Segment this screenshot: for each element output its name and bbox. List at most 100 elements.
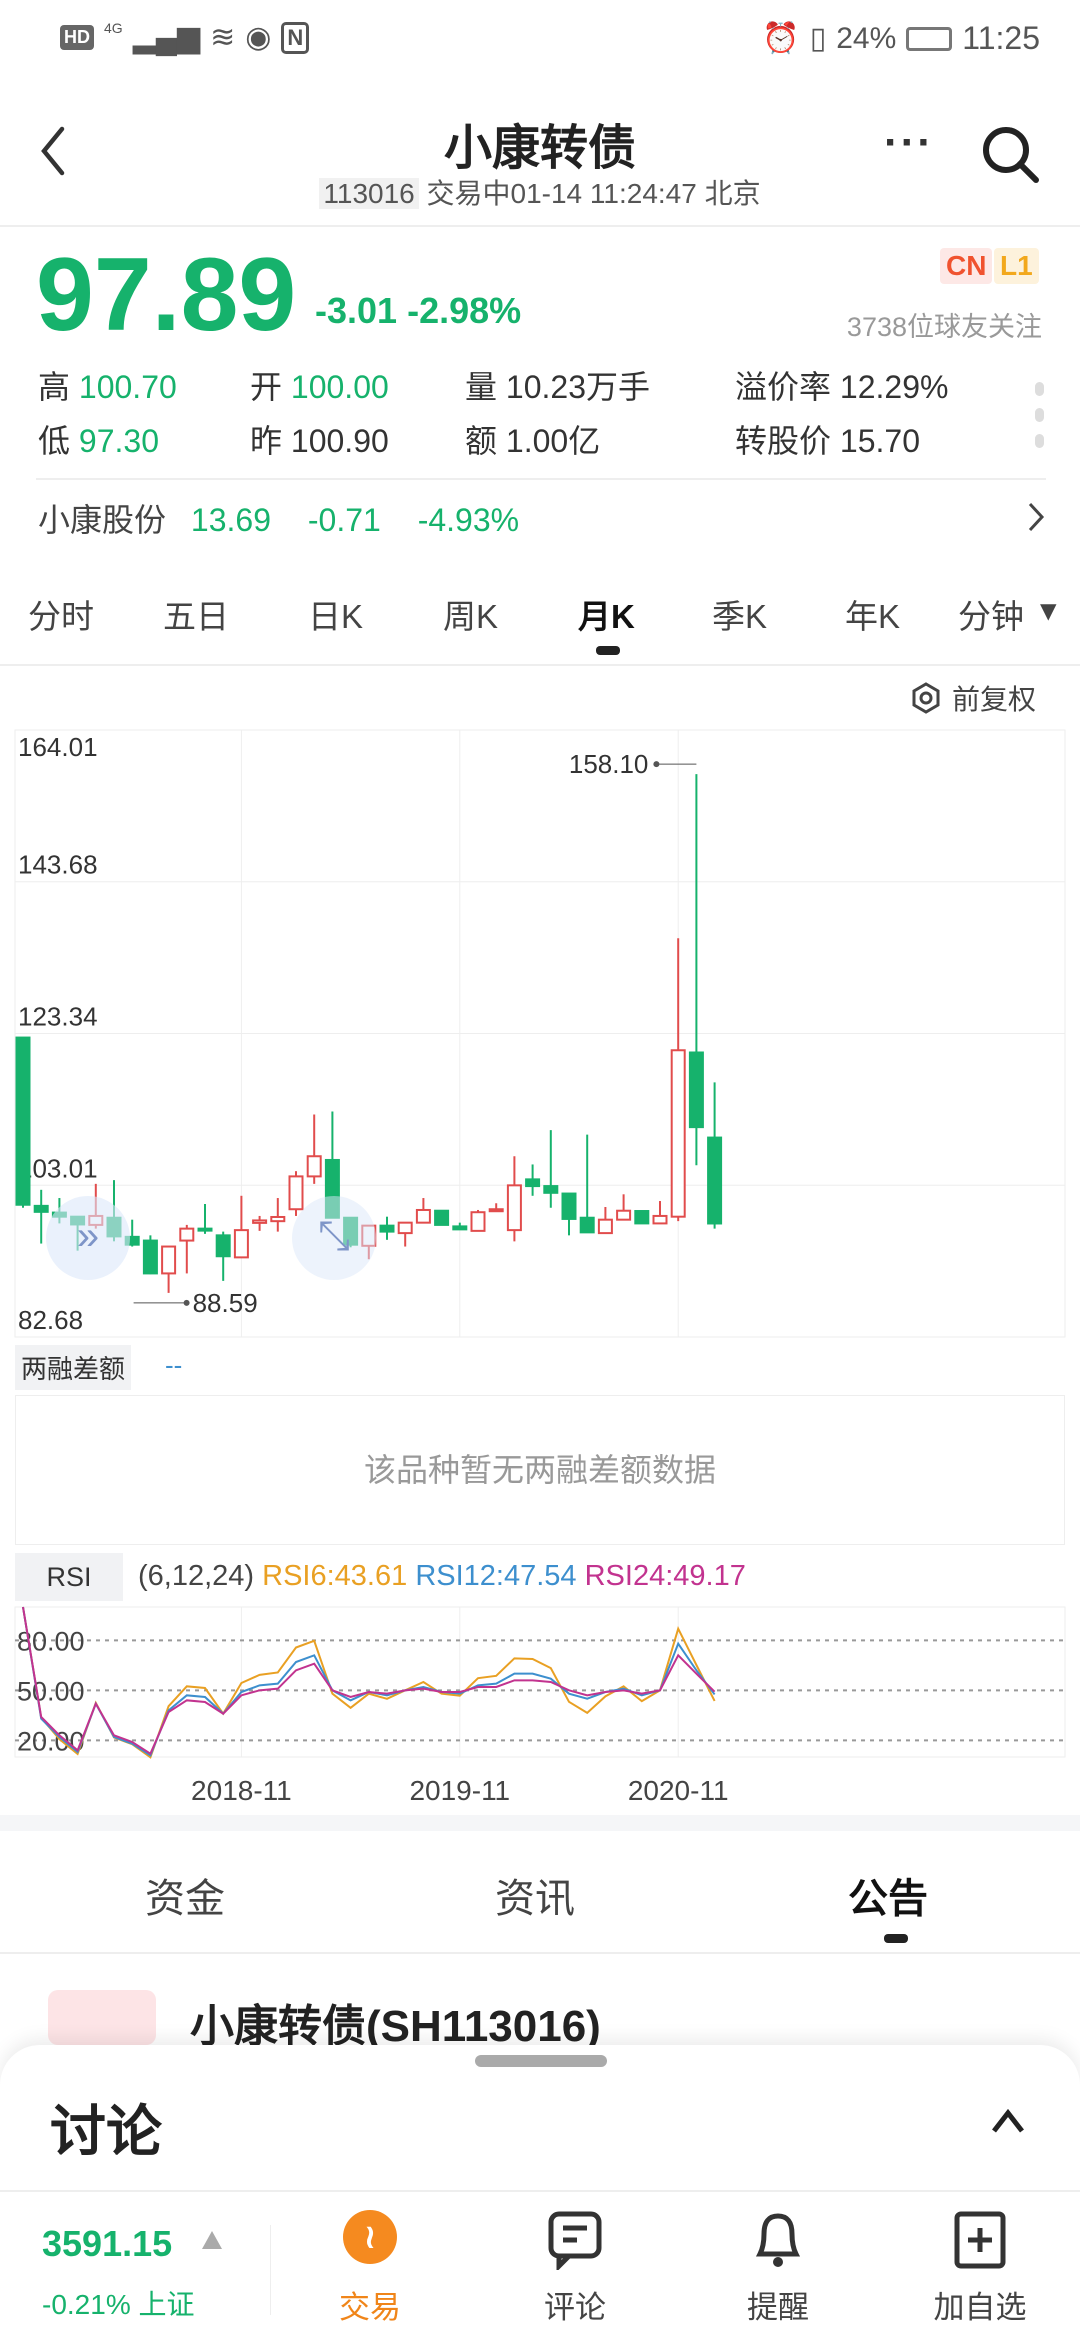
candle-body (543, 1185, 559, 1194)
candle-body (306, 1155, 322, 1178)
rsi-legend: (6,12,24) RSI6:43.61 RSI12:47.54 RSI24:4… (138, 1560, 746, 1593)
candle-body (215, 1234, 231, 1258)
candle-body (488, 1208, 504, 1213)
rsi-line-rsi12 (22, 1606, 716, 1757)
candle (270, 1198, 286, 1232)
x-tick-label: 2018-11 (191, 1775, 292, 1806)
tab-period-4[interactable]: 月K (578, 598, 635, 635)
battery-icon (906, 26, 953, 51)
candle-body (707, 1136, 723, 1225)
comment-icon (548, 2211, 602, 2270)
clock: 11:25 (962, 20, 1040, 56)
candle-body (579, 1216, 595, 1234)
candle-body (470, 1211, 486, 1232)
back-icon[interactable] (38, 125, 68, 177)
candle (33, 1189, 49, 1244)
candle (288, 1171, 304, 1216)
drag-handle[interactable] (475, 2055, 607, 2067)
dropdown-icon[interactable]: ▾ (1040, 591, 1057, 628)
hexagon-settings-icon (912, 682, 940, 714)
candle (452, 1222, 468, 1231)
candle (197, 1204, 213, 1234)
followers-count[interactable]: 3738位球友关注 (846, 312, 1042, 342)
underlying-name: 小康股份 (38, 502, 167, 538)
stat-6: 额 1.00亿 (465, 416, 600, 462)
stat-label: 溢价率 (735, 369, 832, 405)
kline-chart[interactable]: 164.01 143.68 123.34 103.01 82.68 158.10 88.59 (0, 720, 1080, 1350)
announcement-icon (48, 1990, 156, 2045)
tab-period-1[interactable]: 五日 (163, 598, 229, 635)
rsi12-value: RSI12:47.54 (415, 1560, 577, 1592)
more-stats-icon[interactable] (1035, 382, 1044, 448)
x-tick-label: 2019-11 (409, 1775, 510, 1806)
search-icon[interactable] (980, 124, 1042, 186)
cn-badge[interactable]: CN (940, 248, 993, 284)
candle (142, 1235, 158, 1275)
index-change[interactable]: -0.21% 上证 (42, 2283, 195, 2323)
candle (470, 1209, 486, 1232)
candle-body (179, 1227, 195, 1242)
announcement-title[interactable]: 小康转债(SH113016) (190, 2002, 601, 2051)
battery-percent: 24% (836, 21, 897, 55)
l1-badge[interactable]: L1 (994, 248, 1039, 284)
tab-period-3[interactable]: 周K (443, 598, 499, 635)
stat-label: 额 (465, 423, 498, 459)
alert-label: 提醒 (747, 2290, 809, 2325)
chevron-right-icon[interactable] (1026, 500, 1046, 534)
stat-3: 溢价率 12.29% (735, 362, 948, 408)
candle-body (15, 1036, 31, 1206)
stat-1: 开 100.00 (250, 362, 389, 408)
expand-icon[interactable]: ⤡ (292, 1196, 376, 1280)
rsi-label[interactable]: RSI (15, 1553, 123, 1601)
candle (233, 1195, 249, 1259)
nfc-icon: N (281, 21, 310, 54)
stat-label: 转股价 (735, 423, 832, 459)
candle-body (670, 1049, 686, 1218)
candle-body (252, 1219, 268, 1224)
tab-info-0[interactable]: 资金 (145, 1877, 225, 1921)
security-code: 113016 (319, 178, 419, 209)
underlying-price: 13.69 (190, 502, 271, 538)
max-label: 158.10 (569, 749, 649, 779)
scroll-forward-button[interactable]: » (46, 1196, 130, 1280)
candle (670, 938, 686, 1222)
tab-period-6[interactable]: 年K (845, 598, 901, 635)
add-watchlist-button[interactable]: 加自选 (910, 2210, 1050, 2327)
price-change: -3.01 -2.98% (315, 290, 521, 332)
tab-period-5[interactable]: 季K (712, 598, 768, 635)
chevron-up-icon[interactable] (990, 2107, 1026, 2135)
tab-period-0[interactable]: 分时 (28, 598, 94, 635)
stat-value: 10.23万手 (505, 369, 650, 405)
wifi-icon: ≋ (210, 21, 236, 54)
comment-label: 评论 (544, 2290, 606, 2325)
candle (179, 1224, 195, 1274)
stat-value: 97.30 (78, 423, 159, 459)
last-price: 97.89 (36, 237, 297, 353)
vibrate-icon: ▯ (809, 22, 827, 55)
trade-label: 交易 (339, 2290, 401, 2325)
comment-button[interactable]: 评论 (505, 2210, 645, 2327)
tab-period-7[interactable]: 分钟 (958, 598, 1024, 635)
underlying-stock-row[interactable]: 小康股份 13.69 -0.71 -4.93% (38, 495, 519, 541)
tab-period-2[interactable]: 日K (308, 598, 364, 635)
change-percent: -2.98% (407, 290, 522, 331)
candle (161, 1245, 177, 1293)
adjust-button[interactable]: 前复权 (910, 678, 1036, 718)
alert-button[interactable]: 提醒 (708, 2210, 848, 2327)
more-icon[interactable]: ··· (884, 118, 934, 167)
candle (397, 1221, 413, 1247)
margin-label[interactable]: 两融差额 (15, 1345, 132, 1390)
discussion-sheet: 讨论 3591.15 -0.21% 上证 ≀ 交易 评论 提醒 加自选 (0, 2045, 1080, 2340)
y-tick-label: 143.68 (18, 850, 98, 880)
tab-info-2[interactable]: 公告 (848, 1877, 928, 1921)
rsi-params: (6,12,24) (138, 1560, 255, 1592)
info-tab-indicator (884, 1934, 908, 1943)
y-tick-label: 82.68 (18, 1305, 83, 1335)
candle-body (688, 1051, 704, 1129)
index-value[interactable]: 3591.15 (42, 2223, 173, 2264)
rsi-line-rsi24 (22, 1606, 716, 1756)
trade-button[interactable]: ≀ 交易 (300, 2210, 440, 2327)
tab-info-1[interactable]: 资讯 (495, 1877, 575, 1921)
candle (415, 1198, 431, 1224)
